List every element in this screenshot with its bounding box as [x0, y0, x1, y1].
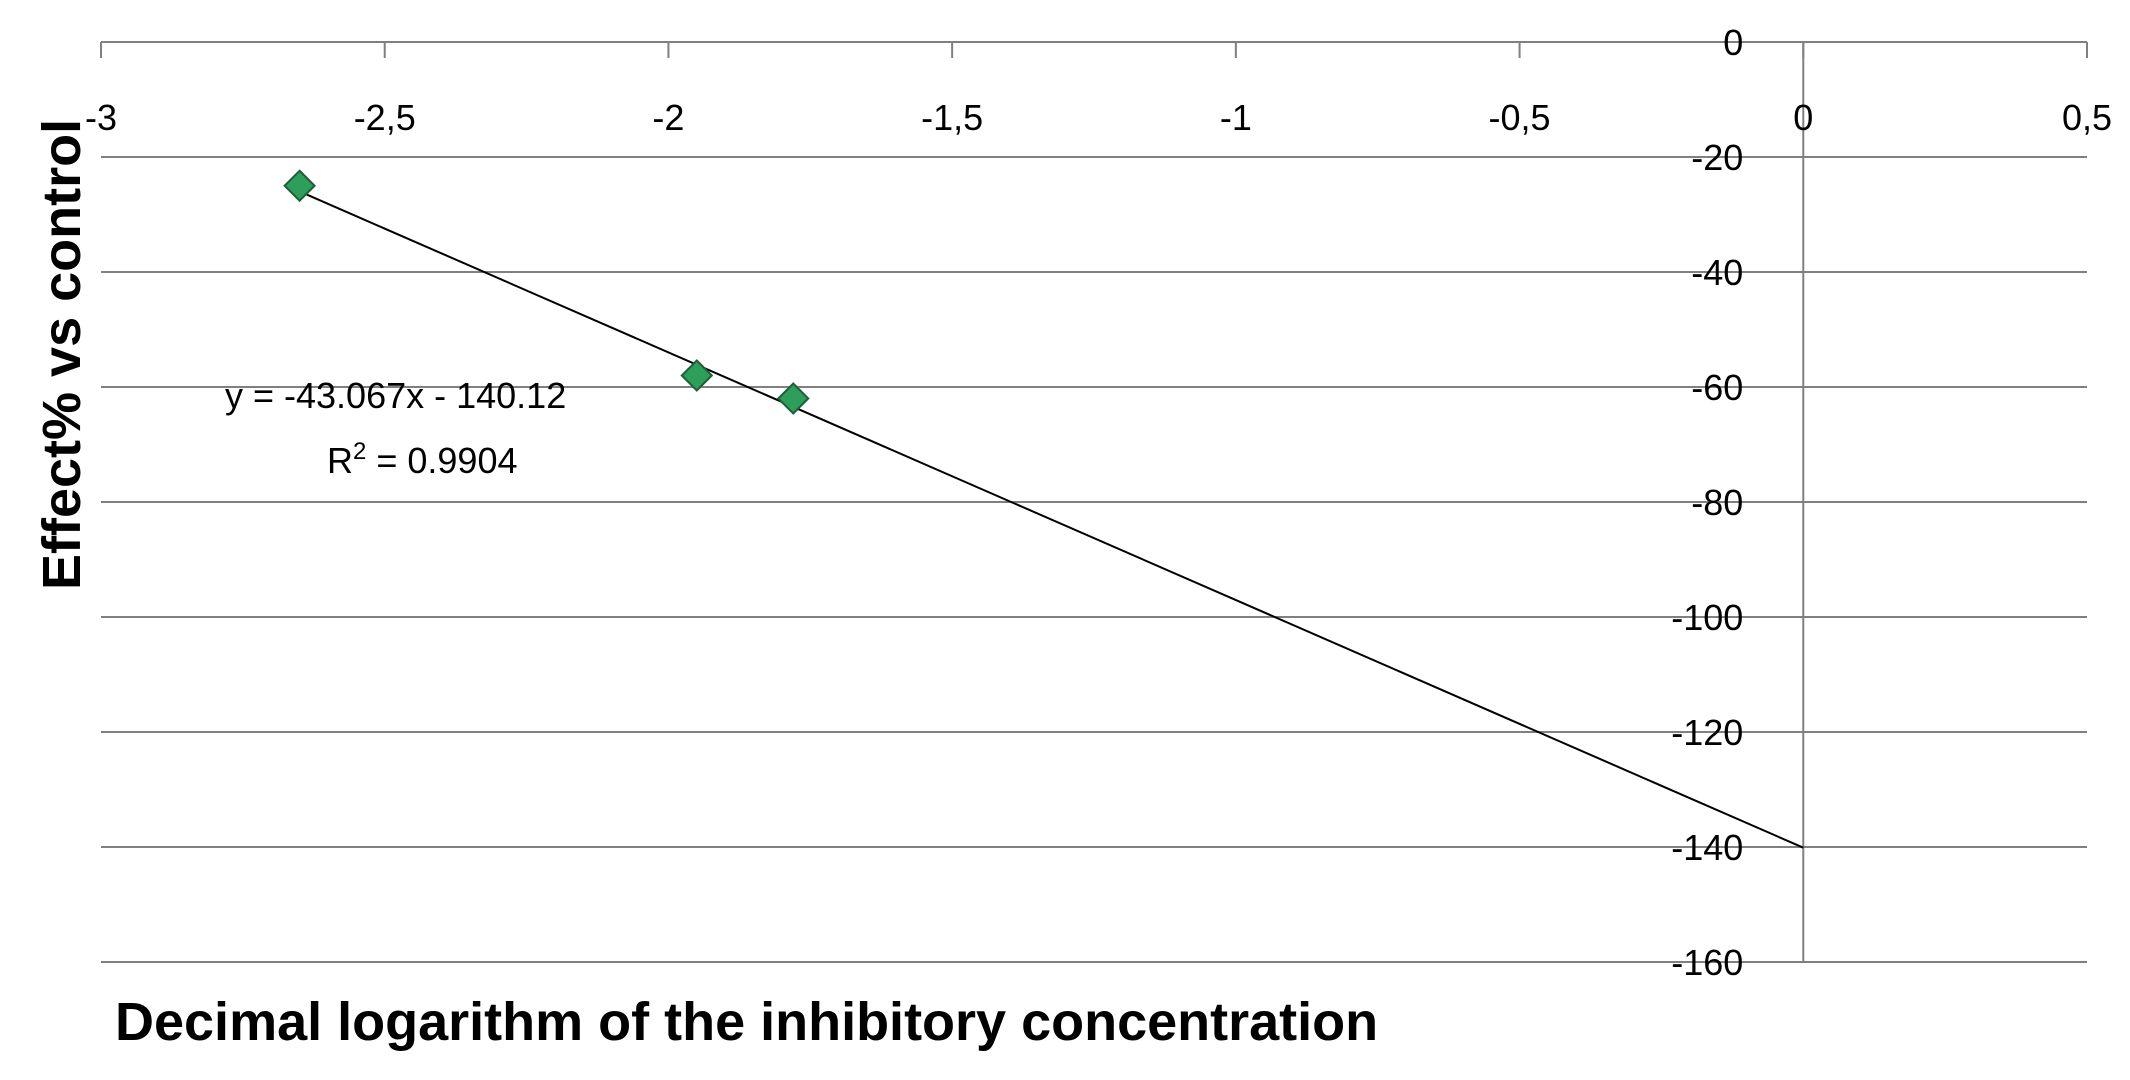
gridlines — [101, 41, 2087, 963]
x-tick-label-3: -1,5 — [921, 97, 983, 138]
y-tick-label-1: -20 — [1691, 137, 1743, 178]
x-tick-label-2: -2 — [652, 97, 684, 138]
y-axis-title: Effect% vs control — [32, 119, 92, 590]
data-point-0-2 — [776, 382, 810, 415]
r2-symbol: R — [327, 440, 353, 481]
x-tick-label-0: -3 — [85, 97, 117, 138]
data-point-0-0 — [283, 169, 317, 203]
x-tick-label-7: 0,5 — [2062, 97, 2112, 138]
data-point-0-1 — [680, 359, 714, 392]
trendline-equation: y = -43.067x - 140.12 — [225, 375, 566, 416]
y-tick-label-8: -160 — [1671, 942, 1743, 983]
x-tick-label-6: 0 — [1793, 97, 1813, 138]
y-tick-label-3: -60 — [1691, 367, 1743, 408]
r2-superscript: 2 — [353, 438, 366, 465]
y-tick-label-7: -140 — [1671, 827, 1743, 868]
x-tick-label-5: -0,5 — [1489, 97, 1551, 138]
r2-value: = 0.9904 — [366, 440, 517, 481]
trendline-layer — [299, 190, 1804, 849]
y-tick-label-2: -40 — [1691, 252, 1743, 293]
y-tick-label-6: -120 — [1671, 712, 1743, 753]
x-tick-label-1: -2,5 — [354, 97, 416, 138]
trendline-r-squared: R2 = 0.9904 — [327, 438, 518, 481]
x-axis-title: Decimal logarithm of the inhibitory conc… — [115, 992, 1378, 1052]
axes — [100, 41, 2088, 963]
y-tick-label-5: -100 — [1671, 597, 1743, 638]
tick-labels: -3 -2,5 -2 -1,5 -1 -0,5 0 0,5 0 -20 -40 -60 -80 -100 -… — [85, 22, 2112, 983]
x-tick-label-4: -1 — [1220, 97, 1252, 138]
data-points — [283, 169, 810, 415]
trendline — [299, 190, 1804, 849]
y-tick-label-0: 0 — [1723, 22, 1743, 63]
y-tick-label-4: -80 — [1691, 482, 1743, 523]
